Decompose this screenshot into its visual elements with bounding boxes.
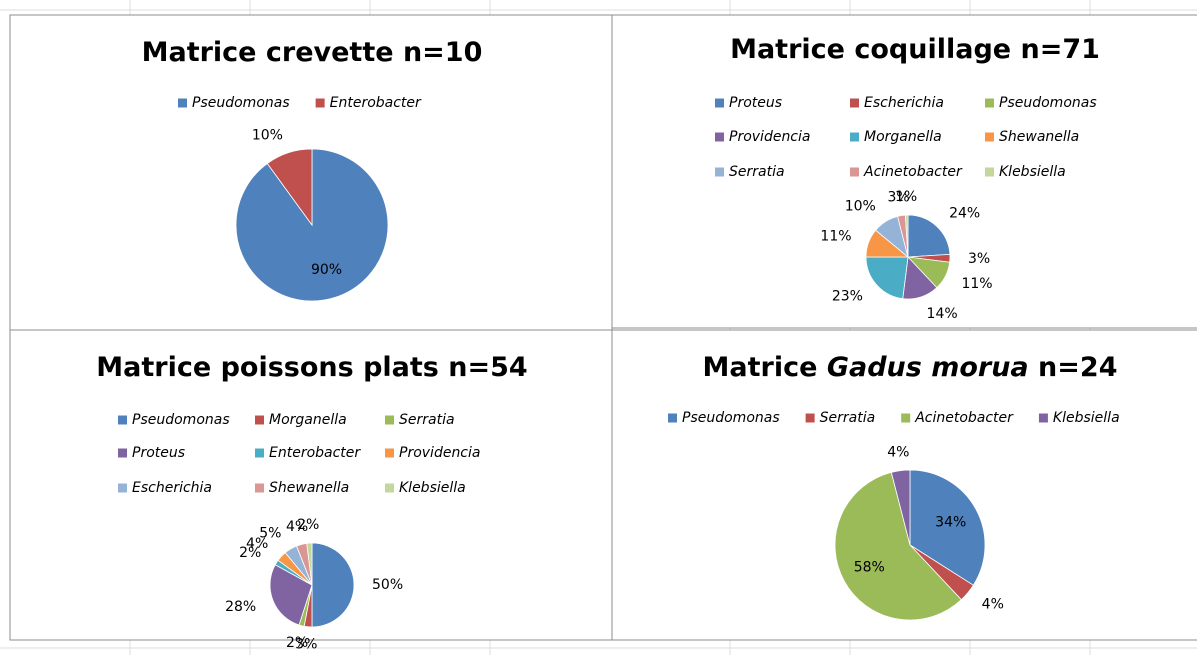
legend-label: Acinetobacter <box>863 164 963 180</box>
legend-swatch <box>385 483 394 493</box>
legend-label: Providencia <box>399 445 480 461</box>
data-label: 2% <box>286 635 308 651</box>
legend-label: Morganella <box>864 129 942 145</box>
legend-swatch <box>385 448 394 458</box>
legend-swatch <box>118 415 127 425</box>
data-label: 50% <box>372 577 403 593</box>
data-label: 90% <box>311 262 342 278</box>
title-part: Matrice <box>703 352 827 383</box>
legend-label: Serratia <box>820 410 876 426</box>
data-label: 34% <box>935 515 966 531</box>
legend-label: Proteus <box>729 95 782 111</box>
data-label: 3% <box>968 251 990 267</box>
chart-title: Matrice Gadus morua n=24 <box>703 352 1118 383</box>
pie-slice <box>311 542 355 628</box>
pie-slice <box>865 256 909 300</box>
legend-swatch <box>255 415 264 425</box>
legend-swatch <box>118 483 127 493</box>
data-label: 1% <box>895 189 917 205</box>
legend-swatch <box>315 98 325 108</box>
data-label: 11% <box>820 229 851 245</box>
legend-label: Pseudomonas <box>192 95 290 111</box>
legend-label: Serratia <box>399 412 455 428</box>
pie-chart: Matrice crevette n=10 Pseudomonas Enteroba… <box>142 37 483 302</box>
legend-swatch <box>985 167 994 177</box>
chart-title: Matrice coquillage n=71 <box>730 34 1100 65</box>
data-label: 10% <box>845 198 876 214</box>
legend-swatch <box>850 132 859 142</box>
title-part: n=24 <box>1029 352 1118 383</box>
legend-label: Escherichia <box>864 95 944 111</box>
data-label: 23% <box>832 289 863 305</box>
legend-swatch <box>805 413 815 423</box>
legend-swatch <box>255 448 264 458</box>
legend-swatch <box>178 98 187 108</box>
legend-label: Klebsiella <box>399 480 466 496</box>
chart-title: Matrice crevette n=10 <box>142 37 483 68</box>
legend-swatch <box>668 413 677 423</box>
pie-slice <box>306 542 313 586</box>
pie-slice <box>904 214 909 258</box>
legend-label: Morganella <box>269 412 347 428</box>
legend-label: Pseudomonas <box>999 95 1097 111</box>
legend-swatch <box>715 132 724 142</box>
legend-label: Serratia <box>729 164 785 180</box>
legend-swatch <box>385 415 394 425</box>
data-label: 2% <box>297 517 319 533</box>
legend-swatch <box>901 413 911 423</box>
pie-slice <box>890 469 911 546</box>
legend-swatch <box>985 132 994 142</box>
title-part: Gadus morua <box>827 352 1029 383</box>
charts: Matrice crevette n=10 Pseudomonas Enteroba… <box>96 34 1119 653</box>
data-label: 3% <box>295 637 317 653</box>
legend-label: Acinetobacter <box>914 410 1014 426</box>
legend-swatch <box>1038 413 1048 423</box>
data-label: 28% <box>225 599 256 615</box>
legend-label: Klebsiella <box>1053 410 1120 426</box>
data-label: 4% <box>286 519 308 535</box>
data-label: 24% <box>949 205 980 221</box>
legend-swatch <box>715 98 724 108</box>
legend-swatch <box>255 483 264 493</box>
data-label: 4% <box>982 596 1004 612</box>
data-label: 4% <box>246 536 268 552</box>
pie-slice <box>834 471 962 621</box>
pie-chart: Matrice coquillage n=71 Proteus Escherichi… <box>715 34 1100 322</box>
legend-swatch <box>715 167 724 177</box>
data-label: 3% <box>888 190 910 206</box>
legend-label: Escherichia <box>132 480 212 496</box>
chart-title: Matrice poissons plats n=54 <box>96 352 527 383</box>
title-part: Matrice coquillage n=71 <box>730 34 1100 65</box>
legend-label: Shewanella <box>999 129 1079 145</box>
pie-slice <box>266 148 313 227</box>
data-label: 2% <box>239 545 261 561</box>
legend-swatch <box>985 98 994 108</box>
pie-slice <box>269 564 313 626</box>
legend-swatch <box>850 167 859 177</box>
legend-label: Shewanella <box>269 480 349 496</box>
legend-label: Pseudomonas <box>132 412 230 428</box>
legend-swatch <box>118 448 127 458</box>
legend-label: Pseudomonas <box>682 410 780 426</box>
title-part: Matrice crevette n=10 <box>142 37 483 68</box>
legend-label: Proteus <box>132 445 185 461</box>
data-label: 5% <box>259 525 281 541</box>
legend-label: Enterobacter <box>330 95 422 111</box>
data-label: 10% <box>252 128 283 144</box>
legend-swatch <box>850 98 859 108</box>
pie-slice <box>909 469 986 586</box>
title-part: Matrice poissons plats n=54 <box>96 352 527 383</box>
data-label: 4% <box>887 445 909 461</box>
legend-label: Providencia <box>729 129 810 145</box>
legend-label: Klebsiella <box>999 164 1066 180</box>
pie-slice <box>907 214 951 258</box>
data-label: 14% <box>927 306 958 322</box>
pie-chart: Matrice Gadus morua n=24 Pseudomonas Serra… <box>668 352 1120 621</box>
data-label: 11% <box>961 276 992 292</box>
pie-chart: Matrice poissons plats n=54 Pseudomonas Mo… <box>96 352 527 653</box>
data-label: 58% <box>854 559 885 575</box>
legend-label: Enterobacter <box>269 445 361 461</box>
